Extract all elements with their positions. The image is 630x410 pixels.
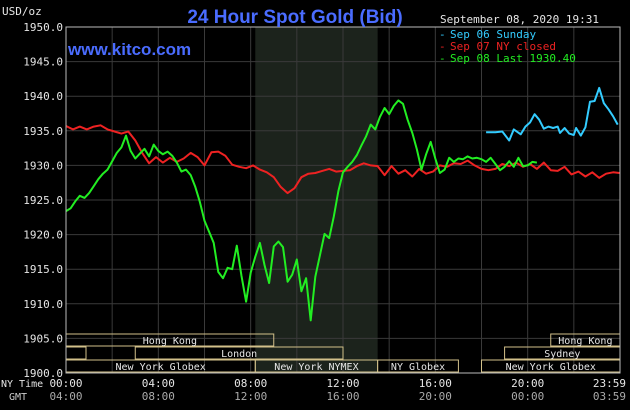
x-tick-label-ny: 12:00: [326, 377, 359, 390]
chart-title: 24 Hour Spot Gold (Bid): [187, 7, 402, 28]
x-tick-label-ny: 04:00: [142, 377, 175, 390]
session-box: [377, 359, 459, 373]
y-tick-label: 1905.0: [23, 332, 63, 345]
y-tick-label: 1940.0: [23, 90, 63, 103]
y-axis-ticks: 1950.0 1945.0 1940.0 1935.0 1930.0 1925.0 1920…: [23, 21, 63, 380]
session-label: NY Globex: [391, 362, 445, 373]
session-label: Hong Kong: [558, 336, 612, 347]
y-tick-label: 1925.0: [23, 194, 63, 207]
ny-time-row-label: NY Time: [1, 379, 43, 390]
x-axis-ticks: 00:0004:0004:0008:0008:0012:0012:0016:00…: [49, 377, 626, 403]
x-tick-label-gmt: 00:00: [511, 390, 544, 403]
y-tick-label: 1935.0: [23, 125, 63, 138]
legend-dash-sep06: -: [439, 28, 446, 41]
unit-label: USD/oz: [2, 5, 42, 18]
timestamp: September 08, 2020 19:31: [440, 13, 599, 26]
series-line-2: [65, 99, 538, 322]
x-tick-label-gmt: 08:00: [142, 390, 175, 403]
session-label: New York Globex: [506, 362, 596, 373]
gmt-row-label: GMT: [9, 392, 27, 403]
session-label: Hong Kong: [143, 336, 197, 347]
session-label: New York Globex: [115, 362, 205, 373]
x-tick-label-ny: 23:59: [593, 377, 626, 390]
x-tick-label-ny: 20:00: [511, 377, 544, 390]
x-tick-label-ny: 16:00: [419, 377, 452, 390]
x-tick-label-ny: 00:00: [49, 377, 82, 390]
trading-sessions: Hong Kong London New York NYMEX New York Gl…: [65, 333, 621, 373]
legend-dash-sep08: -: [439, 52, 446, 65]
x-tick-label-gmt: 16:00: [326, 390, 359, 403]
legend-sep08: Sep 08 Last 1930.40: [450, 52, 576, 65]
session-label: New York NYMEX: [274, 362, 358, 373]
session-box: [134, 346, 344, 360]
plot-frame: [65, 26, 621, 374]
price-lines: [65, 86, 620, 322]
y-tick-label: 1930.0: [23, 159, 63, 172]
legend-sep07: Sep 07 NY closed: [450, 40, 556, 53]
watermark-url: www.kitco.com: [67, 40, 191, 59]
x-tick-label-gmt: 03:59: [593, 390, 626, 403]
y-tick-label: 1950.0: [23, 21, 63, 34]
legend: Sep 06 Sunday Sep 07 NY closed Sep 08 La…: [439, 28, 576, 65]
y-tick-label: 1945.0: [23, 56, 63, 69]
series-line-0: [486, 86, 619, 142]
y-tick-label: 1920.0: [23, 229, 63, 242]
y-tick-label: 1910.0: [23, 298, 63, 311]
session-label: Sydney: [544, 349, 580, 360]
session-label: London: [221, 349, 257, 360]
x-tick-label-gmt: 04:00: [49, 390, 82, 403]
x-tick-label-ny: 08:00: [234, 377, 267, 390]
x-tick-label-gmt: 20:00: [419, 390, 452, 403]
legend-dash-sep07: -: [439, 40, 446, 53]
y-tick-label: 1900.0: [23, 367, 63, 380]
y-tick-label: 1915.0: [23, 263, 63, 276]
legend-sep06: Sep 06 Sunday: [450, 28, 536, 41]
x-tick-label-gmt: 12:00: [234, 390, 267, 403]
